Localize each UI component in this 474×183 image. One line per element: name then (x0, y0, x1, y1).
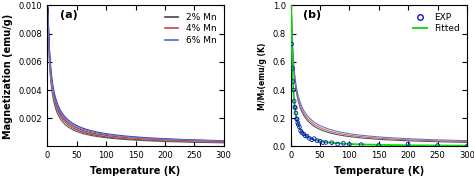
Point (346, 143, 353, 146)
Point (303, 135, 311, 138)
Point (290, 89, 297, 92)
Text: (a): (a) (60, 10, 77, 20)
Point (291, 100, 298, 103)
Point (293, 117, 301, 120)
Point (328, 141, 336, 144)
Point (306, 137, 313, 140)
Point (289, 80, 297, 83)
Point (316, 140, 324, 143)
Point (297, 129, 304, 132)
Point (404, 143, 412, 145)
X-axis label: Temperature (K): Temperature (K) (91, 166, 181, 176)
Point (291, 106, 299, 109)
Point (434, 144, 441, 147)
Y-axis label: Magnetization (emu/g): Magnetization (emu/g) (3, 13, 13, 139)
Point (300, 132, 307, 135)
Point (301, 134, 309, 137)
Text: (b): (b) (303, 10, 321, 20)
Legend: 2% Mn, 4% Mn, 6% Mn: 2% Mn, 4% Mn, 6% Mn (162, 10, 219, 48)
X-axis label: Temperature (K): Temperature (K) (334, 166, 424, 176)
Point (334, 143, 341, 145)
Point (313, 139, 321, 142)
Point (296, 126, 303, 128)
Point (310, 137, 318, 140)
Y-axis label: M/M₀(emu/g (K): M/M₀(emu/g (K) (258, 42, 267, 110)
Point (292, 106, 299, 109)
Point (289, 67, 296, 70)
Legend: EXP, Fitted: EXP, Fitted (410, 10, 462, 36)
Point (292, 112, 300, 115)
Point (322, 141, 330, 144)
Point (293, 118, 301, 121)
Point (308, 138, 316, 141)
Point (294, 121, 301, 124)
Point (357, 143, 365, 146)
Point (294, 123, 302, 126)
Point (288, 43, 296, 46)
Point (298, 131, 306, 134)
Point (319, 141, 327, 144)
Point (340, 142, 347, 145)
Point (375, 144, 383, 147)
Point (463, 145, 471, 148)
